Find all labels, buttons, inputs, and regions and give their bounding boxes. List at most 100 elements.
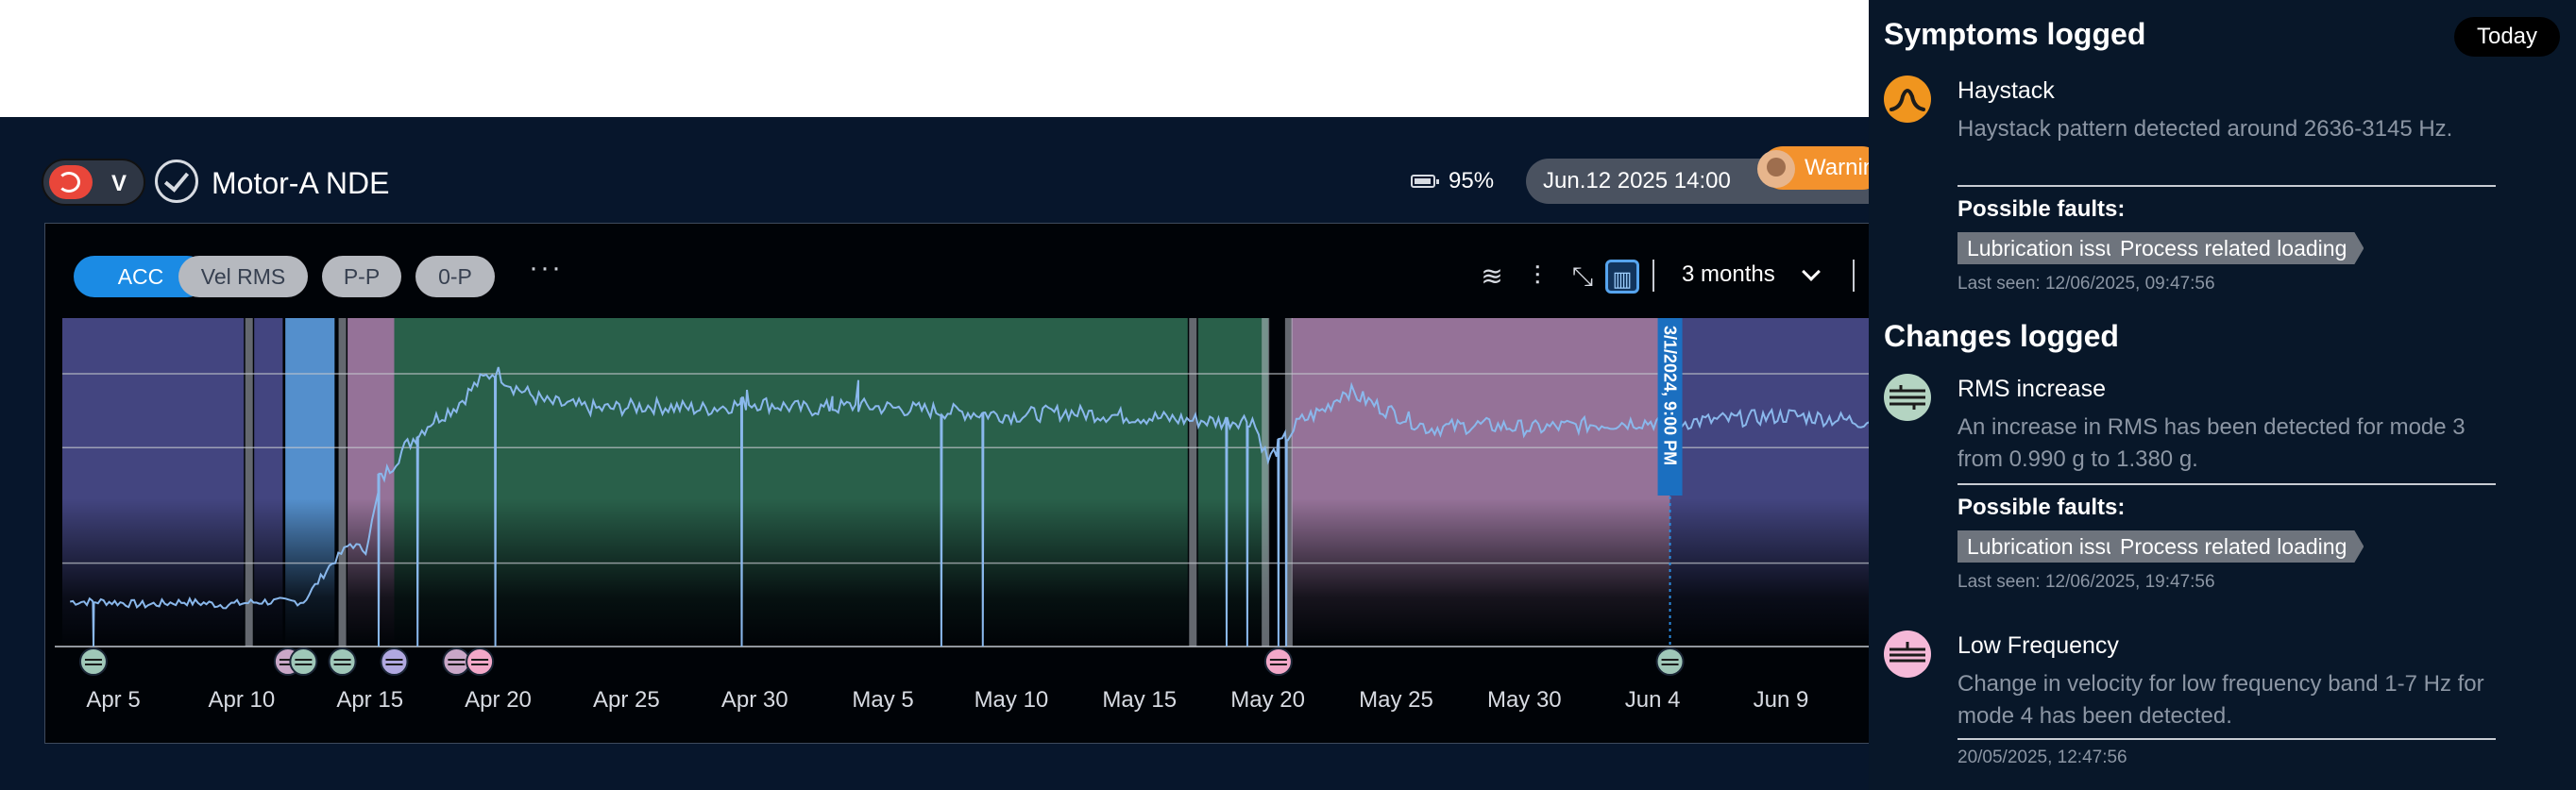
x-tick-label: May 20: [1230, 687, 1305, 713]
event-marker: [289, 647, 318, 676]
state-divider: [245, 318, 253, 647]
axis-scale-icon[interactable]: ⤡: [1571, 261, 1594, 291]
today-filter-button[interactable]: Today: [2454, 17, 2560, 57]
last-seen: Last seen: 12/06/2025, 09:47:56: [1957, 274, 2215, 294]
event-side-panel: Symptoms logged Today Haystack Haystack …: [1869, 0, 2576, 790]
fault-tag-process-loading[interactable]: Process related loading: [2110, 232, 2364, 264]
battery-level: 95%: [1449, 168, 1495, 193]
cursor-label-bg: [1657, 318, 1683, 496]
x-tick-label: Jun 9: [1754, 687, 1809, 713]
state-divider: [338, 318, 347, 647]
event-divider: [1957, 738, 2496, 740]
cursor-label: 3/1/2024, 9:00 PM: [1661, 326, 1680, 465]
check-circle-icon[interactable]: [155, 160, 198, 203]
event-marker-circle: [1655, 647, 1685, 676]
x-tick-label: Apr 30: [721, 687, 788, 713]
cursor-layer: 3/1/2024, 9:00 PM: [1657, 318, 1683, 647]
event-marker-glyph: [471, 659, 489, 665]
avatar[interactable]: [1757, 150, 1795, 188]
mode-chip-0-p[interactable]: 0-P: [415, 256, 495, 297]
state-divider: [1284, 318, 1293, 647]
waveform-icon[interactable]: ≋: [1481, 261, 1503, 291]
event-marker-glyph: [295, 659, 313, 665]
state-divider: [1262, 318, 1270, 647]
event-marker-glyph: [1269, 659, 1287, 665]
x-tick-label: Apr 20: [465, 687, 532, 713]
toolbar-divider: [1853, 260, 1855, 292]
event-description: Haystack pattern detected around 2636-31…: [1957, 116, 2453, 142]
event-marker-circle: [466, 647, 495, 676]
event-marker: [1263, 647, 1293, 676]
more-options-icon[interactable]: ···: [529, 252, 563, 283]
event-marker-glyph: [385, 659, 403, 665]
event-marker-glyph: [448, 659, 466, 665]
event-description: Change in velocity for low frequency ban…: [1957, 671, 2484, 729]
event-description: An increase in RMS has been detected for…: [1957, 414, 2466, 472]
sensor-icon: [58, 172, 80, 193]
event-marker-glyph: [1661, 659, 1679, 665]
event-marker-circle: [289, 647, 318, 676]
trend-chart-panel: ACC Vel RMS P-P 0-P ··· ≋ ⫶ ⤡ ▥ 3 months: [44, 146, 1895, 744]
asset-header: V Motor-A NDE 95% Jun.12 2025 14:00: [42, 159, 1923, 206]
sensor-badge: [49, 165, 93, 199]
event-marker: [1655, 647, 1685, 676]
event-marker: [328, 647, 357, 676]
state-divider: [1189, 318, 1197, 647]
x-tick-label: May 10: [974, 687, 1049, 713]
x-tick-label: Jun 4: [1625, 687, 1681, 713]
last-seen: Last seen: 12/06/2025, 19:47:56: [1957, 572, 2215, 592]
battery-icon: [1411, 175, 1439, 188]
event-divider: [1957, 185, 2496, 187]
mode-chip-vel-rms[interactable]: Vel RMS: [178, 256, 308, 297]
timestamp-text: Jun.12 2025 14:00: [1543, 168, 1731, 193]
event-marker-circle: [328, 647, 357, 676]
rms-increase-icon: [1884, 374, 1931, 421]
series-layer: [70, 366, 1870, 647]
sensor-selector[interactable]: V: [42, 159, 145, 206]
symptoms-heading: Symptoms logged: [1884, 17, 2146, 51]
x-tick-label: May 5: [852, 687, 913, 713]
x-tick-label: May 15: [1102, 687, 1177, 713]
time-range-select[interactable]: 3 months: [1682, 261, 1775, 287]
low-frequency-icon: [1884, 630, 1931, 678]
x-tick-label: Apr 10: [208, 687, 275, 713]
event-marker: [78, 647, 108, 676]
x-axis-ticks: Apr 5 Apr 10 Apr 15 Apr 20 Apr 25 Apr 30 May 5…: [86, 687, 1808, 713]
x-tick-label: Apr 5: [86, 687, 140, 713]
event-title: Low Frequency: [1957, 632, 2119, 659]
x-tick-label: Apr 15: [336, 687, 403, 713]
event-title: RMS increase: [1957, 376, 2106, 402]
dashboard: V Motor-A NDE 95% Jun.12 2025 14:00 ACC …: [0, 117, 1923, 790]
asset-title: Motor-A NDE: [212, 166, 390, 200]
gridlines: [55, 373, 1870, 647]
x-tick-label: Apr 25: [593, 687, 660, 713]
last-seen: 20/05/2025, 12:47:56: [1957, 748, 2127, 767]
spectrum-icon[interactable]: ⫶: [1534, 261, 1541, 291]
changes-heading: Changes logged: [1884, 319, 2119, 353]
event-marker-glyph: [333, 659, 351, 665]
possible-faults-label: Possible faults:: [1957, 495, 2126, 520]
band-fade: [62, 318, 1870, 647]
event-markers: [78, 647, 1685, 676]
haystack-icon: [1884, 76, 1931, 123]
state-dividers: [245, 318, 1293, 647]
event-marker-circle: [380, 647, 409, 676]
mode-chip-p-p[interactable]: P-P: [322, 256, 401, 297]
x-tick-label: May 25: [1359, 687, 1433, 713]
event-divider: [1957, 483, 2496, 485]
possible-faults-label: Possible faults:: [1957, 196, 2126, 222]
x-tick-label: May 30: [1487, 687, 1562, 713]
event-marker: [380, 647, 409, 676]
event-title: Haystack: [1957, 77, 2055, 104]
event-marker: [466, 647, 495, 676]
band-view-icon[interactable]: ▥: [1605, 260, 1639, 294]
toolbar-divider: [1652, 260, 1654, 292]
event-marker-circle: [1263, 647, 1293, 676]
sensor-axis-label: V: [111, 171, 127, 196]
event-marker-circle: [78, 647, 108, 676]
trend-plot[interactable]: 3/1/2024, 9:00 PM Apr 5 Apr 10 Apr 15 Apr 2…: [45, 224, 1870, 743]
fault-tag-process-loading[interactable]: Process related loading: [2110, 530, 2364, 563]
event-marker-glyph: [84, 659, 102, 665]
series-line: [70, 366, 1870, 647]
